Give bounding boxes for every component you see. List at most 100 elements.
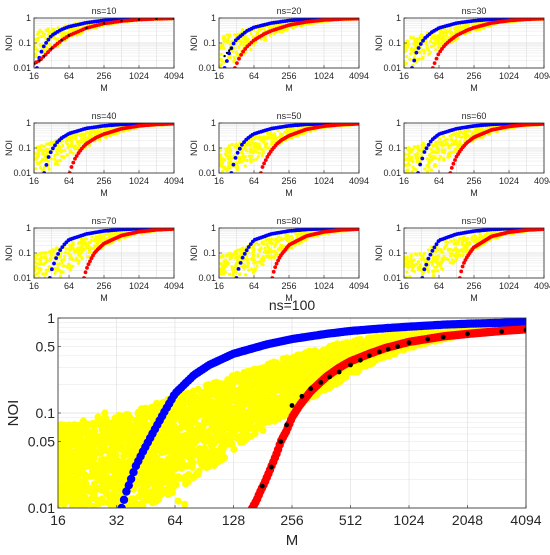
data-point bbox=[412, 145, 416, 149]
data-point bbox=[94, 234, 98, 238]
data-point bbox=[276, 128, 280, 132]
data-point bbox=[249, 47, 253, 52]
data-point bbox=[452, 139, 456, 143]
x-tick-label: 16 bbox=[29, 176, 39, 186]
y-tick-label: 0.01 bbox=[198, 63, 216, 73]
data-point bbox=[45, 142, 49, 146]
y-axis-label: NOI bbox=[4, 140, 14, 156]
data-point bbox=[39, 44, 43, 48]
data-point bbox=[270, 142, 274, 146]
data-point bbox=[34, 267, 37, 271]
data-point bbox=[283, 130, 287, 134]
data-point bbox=[261, 240, 265, 244]
data-point bbox=[61, 270, 65, 274]
data-point bbox=[219, 153, 222, 157]
data-point bbox=[85, 266, 89, 270]
data-point bbox=[98, 138, 102, 142]
data-point bbox=[221, 157, 225, 161]
data-point bbox=[44, 163, 49, 167]
data-point bbox=[274, 251, 278, 255]
series-3 bbox=[67, 123, 174, 173]
data-point bbox=[404, 152, 407, 156]
data-point bbox=[73, 156, 77, 161]
y-tick-label: 1 bbox=[211, 13, 216, 23]
data-point bbox=[423, 167, 427, 171]
data-point bbox=[412, 42, 416, 46]
data-point bbox=[280, 135, 284, 139]
y-tick-label: 1 bbox=[396, 118, 401, 128]
data-point bbox=[39, 159, 44, 163]
data-point bbox=[74, 137, 78, 141]
data-point bbox=[299, 24, 303, 28]
data-point bbox=[248, 242, 253, 247]
data-point bbox=[222, 35, 226, 40]
data-point bbox=[69, 142, 74, 146]
data-point bbox=[429, 158, 433, 162]
data-point bbox=[276, 258, 280, 263]
data-point bbox=[62, 254, 67, 258]
data-point bbox=[42, 158, 46, 163]
data-point bbox=[441, 31, 445, 35]
data-point bbox=[284, 236, 288, 241]
data-point bbox=[263, 246, 267, 250]
data-point bbox=[172, 123, 174, 126]
data-point bbox=[448, 261, 452, 265]
data-point bbox=[427, 161, 431, 165]
data-point bbox=[458, 140, 462, 144]
data-point bbox=[286, 234, 290, 238]
data-point bbox=[252, 43, 256, 47]
data-point bbox=[82, 240, 87, 244]
data-point bbox=[60, 39, 63, 42]
data-point bbox=[410, 46, 414, 51]
data-point bbox=[447, 151, 452, 155]
data-point bbox=[41, 44, 46, 49]
data-point bbox=[414, 50, 419, 55]
data-point bbox=[448, 134, 452, 138]
x-tick-label: 1024 bbox=[129, 71, 149, 81]
data-point bbox=[265, 131, 269, 135]
data-point bbox=[448, 154, 452, 158]
x-tick-label: 1024 bbox=[314, 176, 334, 186]
y-tick-label: 0.01 bbox=[13, 63, 31, 73]
data-point bbox=[110, 232, 114, 236]
x-tick-label: 64 bbox=[434, 176, 444, 186]
data-point bbox=[233, 66, 237, 68]
data-point bbox=[60, 245, 65, 250]
data-point bbox=[219, 52, 223, 56]
data-point bbox=[430, 66, 435, 68]
data-point bbox=[47, 265, 51, 269]
data-point bbox=[410, 169, 414, 173]
data-point bbox=[268, 238, 272, 242]
data-point bbox=[108, 133, 112, 138]
data-point bbox=[248, 143, 252, 147]
data-point bbox=[442, 257, 446, 261]
x-tick-label: 64 bbox=[249, 71, 259, 81]
data-point bbox=[405, 54, 409, 59]
data-point bbox=[235, 150, 240, 155]
data-point bbox=[405, 169, 409, 173]
y-tick-labels: 0.010.11 bbox=[383, 118, 401, 178]
data-point bbox=[257, 142, 261, 146]
data-point bbox=[57, 159, 61, 163]
data-point bbox=[244, 149, 248, 153]
data-layer bbox=[404, 18, 544, 68]
data-point bbox=[419, 154, 423, 158]
data-point bbox=[432, 61, 437, 65]
data-point bbox=[67, 34, 71, 37]
data-point bbox=[440, 143, 445, 148]
series-3 bbox=[448, 123, 544, 173]
data-point bbox=[240, 28, 245, 32]
data-point bbox=[432, 164, 436, 168]
data-point bbox=[85, 130, 89, 134]
data-point bbox=[240, 247, 244, 252]
data-point bbox=[237, 45, 241, 50]
data-point bbox=[46, 27, 50, 31]
data-point bbox=[256, 31, 260, 35]
x-tick-label: 256 bbox=[96, 71, 111, 81]
y-axis-label: NOI bbox=[4, 35, 14, 51]
data-point bbox=[50, 47, 53, 50]
data-point bbox=[34, 151, 36, 155]
x-axis-label: M bbox=[100, 188, 108, 198]
